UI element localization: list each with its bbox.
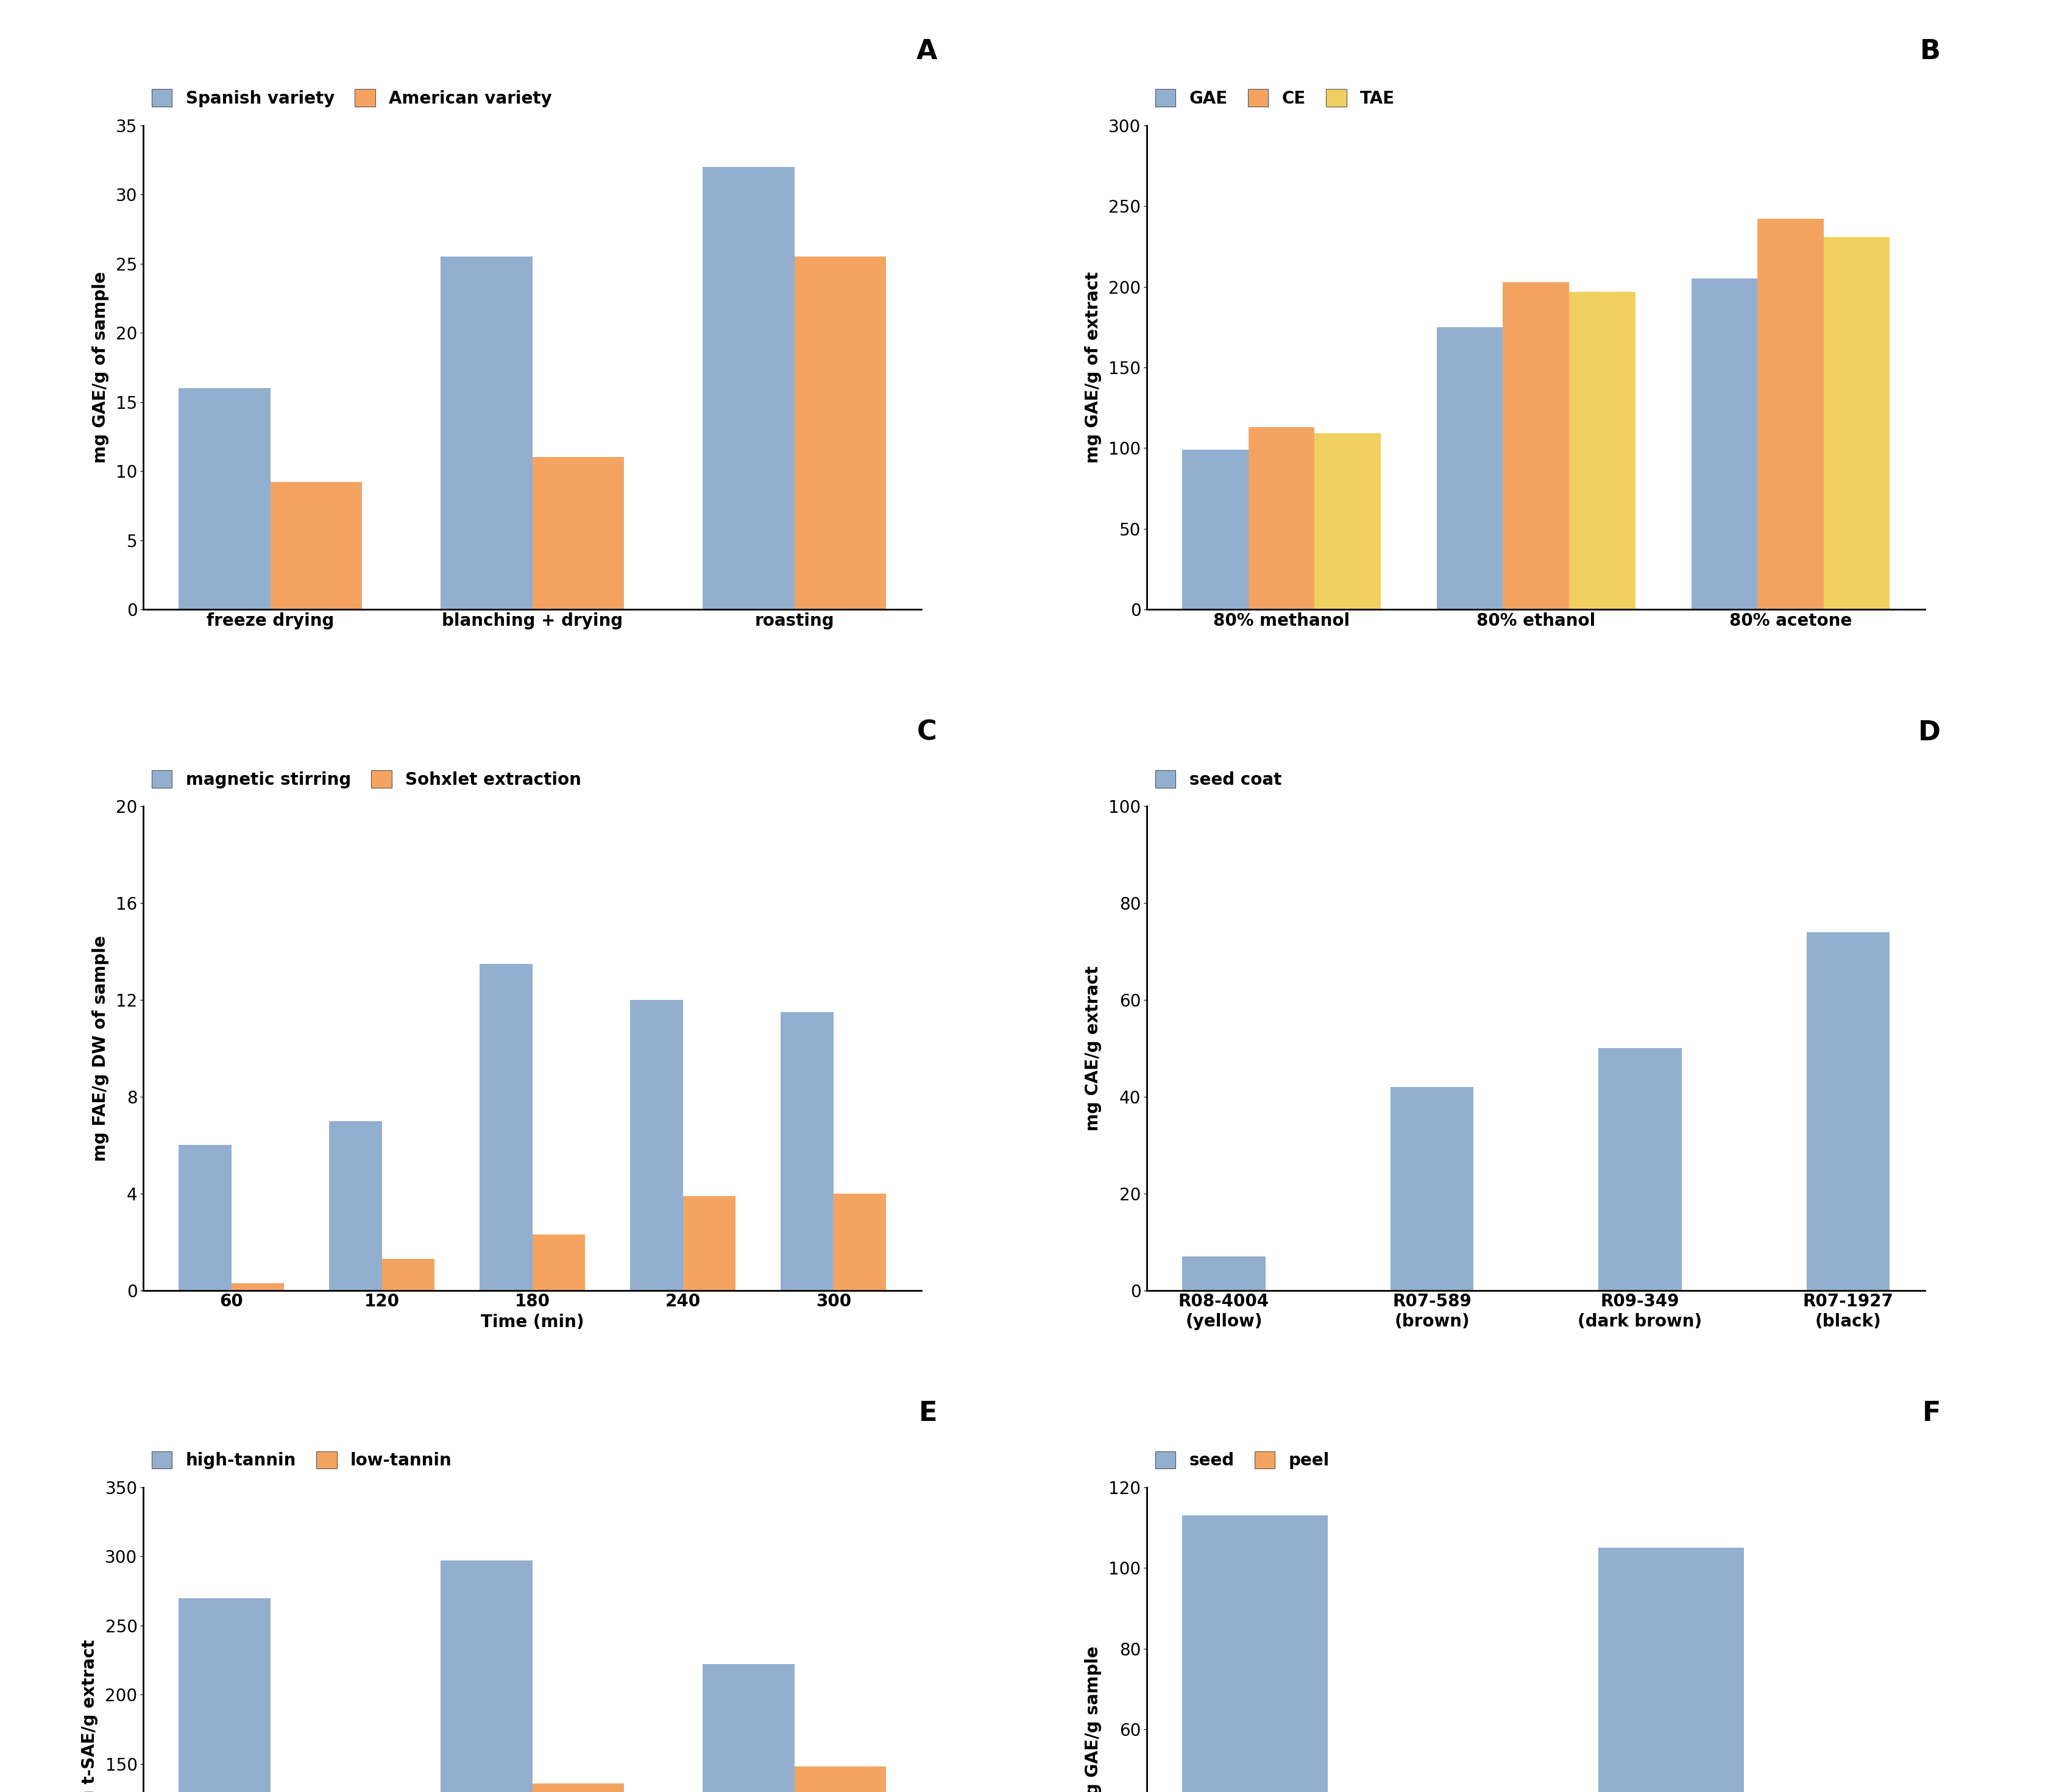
Y-axis label: mg t-SAE/g extract: mg t-SAE/g extract — [82, 1640, 98, 1792]
Y-axis label: mg GAE/g sample: mg GAE/g sample — [1085, 1645, 1102, 1792]
Bar — [834, 1193, 887, 1290]
Bar — [1182, 1256, 1266, 1290]
Bar — [1823, 237, 1890, 609]
Bar — [479, 964, 532, 1290]
Bar — [178, 389, 270, 609]
Bar — [1757, 219, 1823, 609]
Bar — [440, 256, 532, 609]
Bar — [702, 1665, 795, 1792]
Text: A: A — [915, 38, 938, 65]
Text: F: F — [1923, 1400, 1942, 1426]
Bar — [780, 1012, 834, 1290]
Text: B: B — [1919, 38, 1942, 65]
Legend: seed, peel: seed, peel — [1155, 1452, 1329, 1469]
Text: D: D — [1919, 719, 1942, 745]
Bar — [1182, 450, 1249, 609]
Y-axis label: mg GAE/g of extract: mg GAE/g of extract — [1085, 272, 1102, 462]
Bar — [1597, 1048, 1681, 1290]
Bar — [1806, 932, 1890, 1290]
Bar — [178, 1598, 270, 1792]
Bar — [795, 256, 887, 609]
Bar — [1503, 281, 1569, 609]
Bar — [178, 1145, 231, 1290]
Bar — [532, 1235, 586, 1290]
Bar — [231, 1283, 285, 1290]
Y-axis label: mg GAE/g of sample: mg GAE/g of sample — [92, 272, 109, 462]
Legend: GAE, CE, TAE: GAE, CE, TAE — [1155, 90, 1395, 108]
Y-axis label: mg CAE/g extract: mg CAE/g extract — [1085, 966, 1102, 1131]
Bar — [1182, 1516, 1327, 1792]
Y-axis label: mg FAE/g DW of sample: mg FAE/g DW of sample — [92, 935, 109, 1161]
Legend: magnetic stirring, Sohxlet extraction: magnetic stirring, Sohxlet extraction — [152, 771, 582, 788]
X-axis label: Time (min): Time (min) — [481, 1314, 584, 1331]
Bar — [1569, 292, 1634, 609]
Bar — [795, 1767, 887, 1792]
Bar — [270, 482, 362, 609]
Legend: high-tannin, low-tannin: high-tannin, low-tannin — [152, 1452, 453, 1469]
Bar — [702, 167, 795, 609]
Legend: Spanish variety, American variety: Spanish variety, American variety — [152, 90, 551, 108]
Text: E: E — [920, 1400, 938, 1426]
Bar — [1391, 1088, 1475, 1290]
Bar — [1438, 326, 1503, 609]
Bar — [532, 1783, 625, 1792]
Bar — [532, 457, 625, 609]
Bar — [330, 1122, 381, 1290]
Bar — [440, 1561, 532, 1792]
Bar — [1692, 280, 1757, 609]
Bar — [1597, 1548, 1745, 1792]
Text: C: C — [918, 719, 938, 745]
Legend: seed coat: seed coat — [1155, 771, 1282, 788]
Bar — [1249, 426, 1315, 609]
Bar — [684, 1195, 735, 1290]
Bar — [381, 1258, 434, 1290]
Bar — [631, 1000, 684, 1290]
Bar — [1315, 434, 1380, 609]
